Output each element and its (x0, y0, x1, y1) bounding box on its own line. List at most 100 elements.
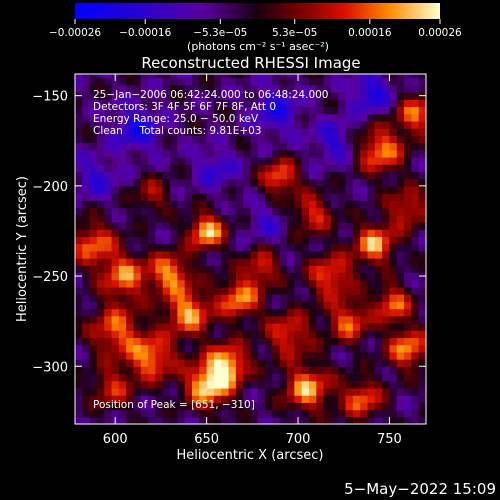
heatmap-cell (155, 380, 164, 389)
heatmap-cell (206, 120, 215, 129)
heatmap-cell (287, 193, 295, 201)
heatmap-cell (82, 135, 91, 144)
heatmap-cell (279, 135, 288, 144)
heatmap-cell (104, 178, 113, 187)
heatmap-cell (133, 171, 142, 180)
heatmap-cell (126, 373, 135, 382)
heatmap-cell (301, 294, 310, 302)
heatmap-cell (155, 99, 164, 108)
heatmap-cell (396, 286, 405, 295)
heatmap-cell (382, 243, 391, 252)
heatmap-cell (75, 106, 83, 115)
heatmap-cell (316, 409, 325, 418)
heatmap-cell (374, 92, 383, 100)
heatmap-cell (272, 171, 281, 180)
heatmap-cell (323, 279, 332, 288)
heatmap-cell (89, 99, 98, 108)
heatmap-cell (294, 207, 303, 216)
heatmap-cell (133, 207, 142, 216)
heatmap-cell (213, 265, 222, 274)
heatmap-cell (118, 359, 127, 367)
heatmap-cell (360, 214, 369, 223)
colorbar-tick-label: −0.00026 (49, 27, 102, 39)
heatmap-cell (272, 337, 281, 346)
heatmap-cell (382, 409, 391, 418)
heatmap-cell (404, 402, 412, 411)
heatmap-cell (323, 301, 332, 310)
heatmap-cell (192, 344, 200, 353)
heatmap-cell (323, 229, 332, 237)
heatmap-cell (213, 387, 222, 396)
heatmap-cell (192, 214, 200, 223)
heatmap-cell (316, 84, 325, 93)
heatmap-cell (140, 243, 149, 252)
heatmap-cell (418, 221, 426, 230)
heatmap-cell (111, 142, 120, 151)
heatmap-cell (170, 301, 178, 310)
heatmap-cell (213, 178, 222, 187)
heatmap-cell (118, 373, 127, 382)
heatmap-cell (213, 409, 222, 418)
heatmap-cell (75, 164, 83, 173)
heatmap-cell (235, 221, 244, 230)
heatmap-cell (228, 84, 237, 93)
heatmap-cell (213, 351, 222, 360)
heatmap-cell (89, 185, 98, 194)
heatmap-cell (323, 395, 332, 403)
heatmap-cell (272, 113, 281, 122)
heatmap-cell (316, 193, 325, 201)
heatmap-cell (118, 416, 127, 424)
heatmap-cell (104, 171, 113, 180)
heatmap-cell (148, 214, 157, 223)
heatmap-cell (389, 221, 398, 230)
heatmap-cell (104, 301, 113, 310)
heatmap-cell (89, 250, 98, 259)
heatmap-cell (294, 236, 303, 245)
heatmap-cell (404, 185, 412, 194)
heatmap-cell (170, 77, 178, 86)
heatmap-cell (257, 395, 266, 403)
heatmap-cell (330, 380, 339, 389)
heatmap-cell (177, 113, 186, 122)
heatmap-cell (148, 402, 157, 411)
heatmap-cell (126, 221, 135, 230)
heatmap-cell (338, 322, 347, 331)
heatmap-cell (323, 128, 332, 136)
heatmap-cell (301, 236, 310, 245)
heatmap-cell (301, 193, 310, 201)
heatmap-cell (279, 416, 288, 424)
heatmap-cell (126, 380, 135, 389)
heatmap-cell (411, 258, 420, 266)
heatmap-cell (396, 279, 405, 288)
heatmap-cell (243, 380, 252, 389)
heatmap-cell (75, 250, 83, 259)
heatmap-cell (323, 250, 332, 259)
heatmap-cell (177, 351, 186, 360)
heatmap-cell (213, 330, 222, 339)
heatmap-cell (265, 77, 274, 86)
heatmap-cell (404, 236, 412, 245)
heatmap-cell (82, 373, 91, 382)
heatmap-cell (75, 301, 83, 310)
heatmap-cell (155, 178, 164, 187)
heatmap-cell (411, 156, 420, 165)
heatmap-cell (272, 258, 281, 266)
heatmap-cell (228, 149, 237, 158)
heatmap-cell (382, 294, 391, 302)
heatmap-cell (192, 387, 200, 396)
plot-frame (74, 73, 427, 425)
heatmap-cell (140, 322, 149, 331)
heatmap-cell (404, 120, 412, 129)
heatmap-cell (279, 250, 288, 259)
heatmap-cell (104, 128, 113, 136)
heatmap-cell (374, 185, 383, 194)
heatmap-cell (162, 387, 171, 396)
heatmap-cell (323, 164, 332, 173)
heatmap-cell (316, 416, 325, 424)
heatmap-cell (221, 380, 230, 389)
heatmap-cell (148, 330, 157, 339)
heatmap-cell (75, 416, 83, 424)
heatmap-cell (316, 149, 325, 158)
heatmap-cell (330, 286, 339, 295)
heatmap-cell (279, 337, 288, 346)
